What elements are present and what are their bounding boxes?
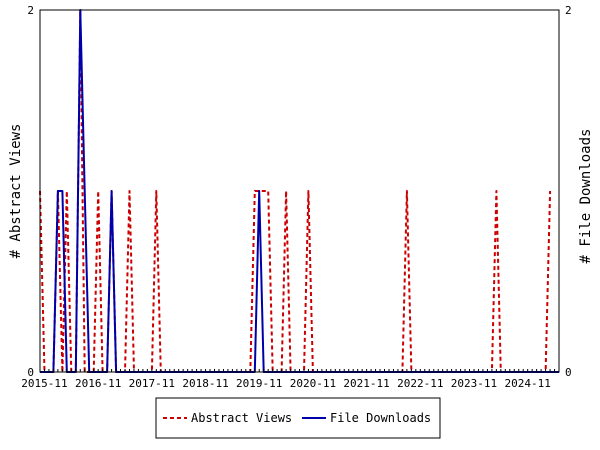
legend: Abstract Views File Downloads	[155, 397, 441, 439]
legend-box	[155, 397, 441, 439]
series-line-abstract-views	[39, 9, 552, 373]
series-line-file-downloads	[40, 9, 559, 373]
x-tick-label: 2018-11	[182, 377, 228, 390]
y-axis-label-right: # File Downloads	[578, 129, 594, 264]
y-tick-left-top: 2	[27, 4, 34, 17]
x-tick-label: 2015-11	[21, 377, 67, 390]
x-tick-label: 2022-11	[397, 377, 443, 390]
y-tick-left-bottom: 0	[27, 366, 34, 379]
plot-frame	[39, 9, 560, 373]
x-tick-label: 2017-11	[129, 377, 175, 390]
x-tick-label: 2024-11	[505, 377, 551, 390]
x-tick-label: 2019-11	[236, 377, 282, 390]
y-tick-right-top: 2	[565, 4, 572, 17]
y-axis-label-left: # Abstract Views	[8, 124, 24, 259]
legend-label-file-downloads: File Downloads	[330, 411, 431, 425]
x-tick-label: 2023-11	[451, 377, 497, 390]
series-layer	[39, 9, 559, 373]
x-tick-label: 2021-11	[343, 377, 389, 390]
x-tick-labels: 2015-11 2016-11 2017-11 2018-11 2019-11 2020-…	[21, 377, 551, 390]
x-tick-label: 2020-11	[290, 377, 336, 390]
legend-label-abstract-views: Abstract Views	[191, 411, 292, 425]
x-ticks	[39, 369, 560, 372]
y-tick-right-bottom: 0	[565, 366, 572, 379]
x-tick-label: 2016-11	[75, 377, 121, 390]
